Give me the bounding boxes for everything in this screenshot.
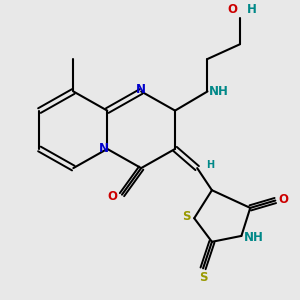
Text: N: N <box>136 83 146 97</box>
Text: NH: NH <box>209 85 229 98</box>
Text: NH: NH <box>244 231 264 244</box>
Text: O: O <box>108 190 118 202</box>
Text: S: S <box>182 210 191 223</box>
Text: O: O <box>227 3 237 16</box>
Text: H: H <box>246 3 256 16</box>
Text: O: O <box>279 193 289 206</box>
Text: S: S <box>199 271 207 284</box>
Text: N: N <box>99 142 109 155</box>
Text: H: H <box>206 160 214 170</box>
